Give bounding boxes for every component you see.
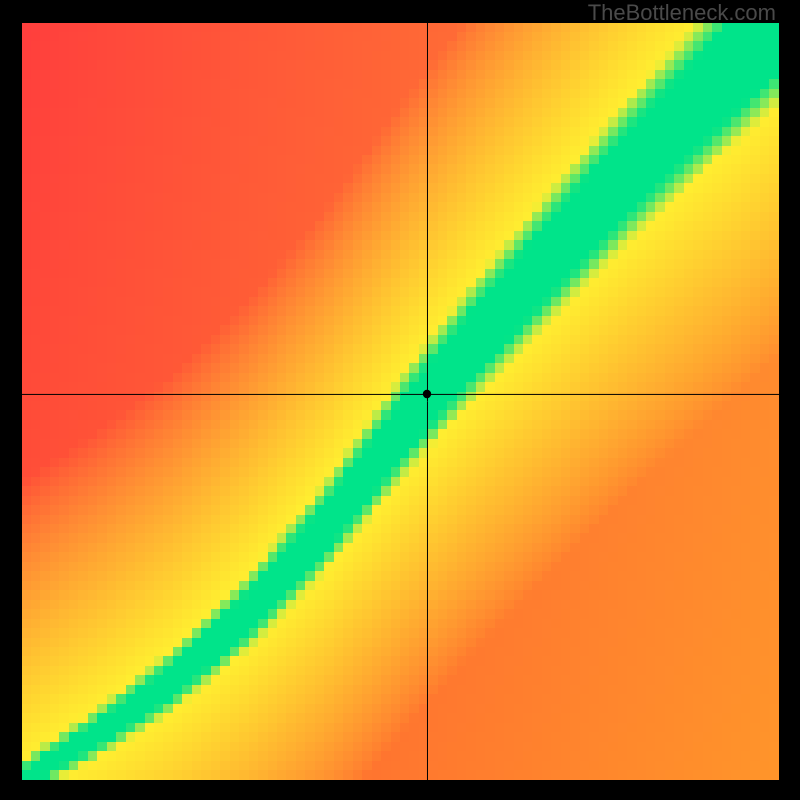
watermark-label: TheBottleneck.com <box>588 0 776 26</box>
bottleneck-heatmap <box>22 23 779 780</box>
chart-container: TheBottleneck.com <box>0 0 800 800</box>
